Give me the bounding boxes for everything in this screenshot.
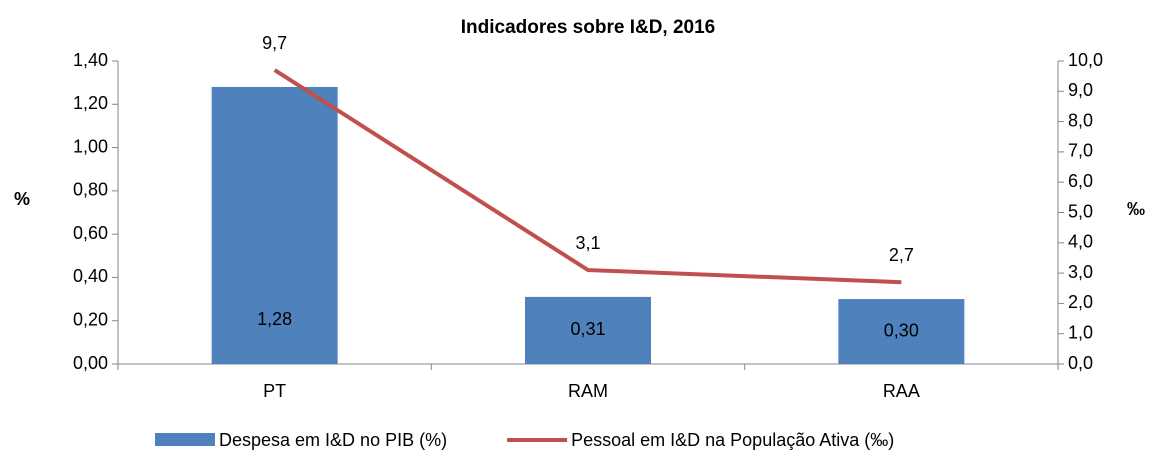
- y2-tick-label: 6,0: [1068, 171, 1093, 191]
- y2-tick-label: 0,0: [1068, 353, 1093, 373]
- y-tick-label: 0,20: [73, 309, 108, 329]
- y2-tick-label: 7,0: [1068, 141, 1093, 161]
- bar-value-label: 0,31: [570, 319, 605, 339]
- y-tick-label: 1,20: [73, 93, 108, 113]
- y2-tick-label: 2,0: [1068, 292, 1093, 312]
- y2-tick-label: 8,0: [1068, 110, 1093, 130]
- legend-swatch: [155, 433, 215, 446]
- y-axis-label: %: [14, 189, 30, 209]
- x-tick-label: RAM: [568, 381, 608, 401]
- x-tick-label: RAA: [883, 381, 920, 401]
- y2-tick-label: 1,0: [1068, 322, 1093, 342]
- bar: [838, 299, 965, 364]
- line-value-label: 9,7: [262, 33, 287, 53]
- chart-title: Indicadores sobre I&D, 2016: [461, 17, 716, 38]
- y2-tick-label: 10,0: [1068, 50, 1103, 70]
- y-tick-label: 0,00: [73, 353, 108, 373]
- legend-label: Pessoal em I&D na População Ativa (‰): [571, 430, 894, 450]
- y2-tick-label: 4,0: [1068, 232, 1093, 252]
- bar: [211, 86, 338, 364]
- line-value-label: 3,1: [575, 233, 600, 253]
- x-tick-label: PT: [263, 381, 286, 401]
- y2-tick-label: 5,0: [1068, 201, 1093, 221]
- bar-value-label: 1,28: [257, 309, 292, 329]
- y2-tick-label: 3,0: [1068, 262, 1093, 282]
- line: [273, 68, 902, 285]
- y2-tick-label: 9,0: [1068, 80, 1093, 100]
- line-value-label: 2,7: [889, 245, 914, 265]
- y-tick-label: 0,40: [73, 266, 108, 286]
- y-tick-label: 0,80: [73, 180, 108, 200]
- y2-axis-label: ‰: [1127, 199, 1145, 219]
- y-tick-label: 1,40: [73, 50, 108, 70]
- y-tick-label: 1,00: [73, 136, 108, 156]
- legend-label: Despesa em I&D no PIB (%): [219, 430, 447, 450]
- bar-value-label: 0,30: [884, 320, 919, 340]
- bar: [525, 296, 651, 364]
- y-tick-label: 0,60: [73, 223, 108, 243]
